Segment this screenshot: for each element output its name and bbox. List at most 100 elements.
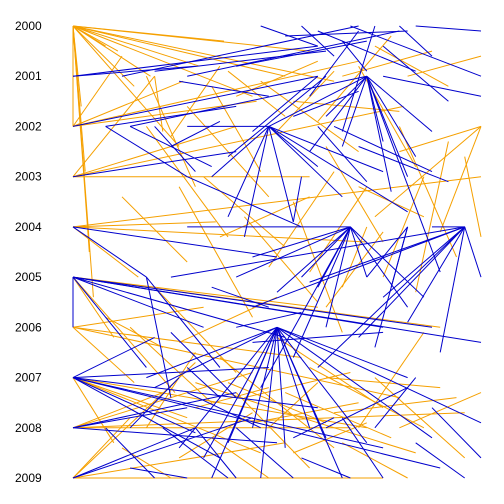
blue-segment [186, 176, 302, 228]
blue-segment [72, 226, 147, 278]
orange-segment [186, 106, 270, 198]
blue-series [72, 25, 482, 479]
blue-segment [130, 467, 188, 479]
blue-segment [366, 76, 392, 192]
blue-segment [227, 126, 270, 218]
orange-segment [244, 216, 319, 303]
orange-segment [211, 437, 270, 479]
orange-segment [72, 25, 335, 82]
blue-segment [72, 417, 253, 479]
blue-segment [72, 75, 318, 127]
blue-segment [72, 276, 286, 338]
blue-segment [301, 457, 351, 479]
blue-segment [292, 226, 351, 358]
blue-segment [382, 226, 466, 298]
y-tick-label: 2009 [15, 471, 42, 485]
orange-segment [219, 196, 310, 238]
orange-segment [72, 417, 131, 479]
orange-segment [72, 326, 135, 383]
blue-segment [235, 226, 351, 278]
orange-segment [415, 141, 449, 293]
orange-segment [268, 382, 319, 429]
orange-segment [334, 397, 457, 414]
blue-segment [309, 226, 465, 283]
blue-segment [72, 276, 147, 368]
blue-segment [72, 65, 196, 77]
orange-segment [72, 105, 404, 178]
orange-segment [342, 442, 408, 479]
blue-segment [382, 75, 482, 97]
orange-segment [374, 377, 466, 459]
orange-segment [72, 226, 139, 278]
orange-segment [358, 332, 425, 429]
orange-segment [374, 126, 482, 218]
blue-segment [276, 326, 408, 379]
orange-segment [72, 25, 286, 77]
blue-segment [268, 125, 408, 213]
blue-segment [285, 30, 408, 37]
blue-segment [72, 377, 384, 449]
orange-segment [178, 186, 253, 318]
blue-segment [203, 327, 278, 459]
orange-segment [72, 25, 310, 52]
blue-segment [154, 326, 278, 389]
orange-segment [72, 55, 123, 127]
blue-segment [317, 226, 466, 368]
blue-segment [276, 327, 286, 448]
blue-segment [72, 407, 188, 429]
orange-segment [72, 306, 204, 328]
blue-segment [170, 226, 465, 278]
blue-segment [268, 75, 368, 127]
blue-segment [72, 276, 433, 328]
blue-segment [374, 226, 409, 348]
orange-segment [293, 100, 400, 112]
blue-segment [325, 387, 408, 429]
blue-segment [211, 327, 278, 479]
blue-segment [72, 377, 318, 409]
orange-segment [309, 186, 368, 273]
blue-segment [72, 151, 237, 178]
blue-segment [211, 286, 269, 308]
blue-segment [162, 427, 229, 479]
blue-segment [301, 25, 335, 57]
orange-segment [341, 226, 368, 288]
orange-segment [325, 146, 384, 243]
orange-segment [301, 417, 416, 454]
blue-segment [145, 277, 172, 398]
orange-segment [399, 125, 482, 153]
blue-segment [464, 226, 482, 278]
orange-segment [145, 75, 196, 187]
blue-segment [366, 75, 417, 157]
blue-segment [260, 226, 351, 388]
blue-segment [186, 392, 261, 429]
orange-segment [72, 276, 115, 338]
orange-segment [195, 382, 302, 419]
blue-segment [179, 80, 269, 97]
y-tick-label: 2002 [15, 119, 42, 133]
blue-segment [105, 125, 188, 178]
orange-segment [121, 196, 188, 263]
orange-segment [464, 156, 482, 237]
blue-segment [341, 417, 384, 479]
blue-segment [309, 75, 368, 152]
orange-segment [439, 126, 482, 233]
orange-segment [244, 372, 351, 399]
y-tick-label: 2008 [15, 421, 42, 435]
blue-segment [358, 146, 449, 183]
orange-segment [260, 80, 359, 153]
blue-segment [415, 25, 482, 32]
blue-segment [268, 126, 319, 167]
orange-segment [374, 45, 449, 87]
blue-segment [349, 226, 368, 278]
blue-segment [366, 75, 433, 132]
blue-segment [252, 331, 384, 343]
blue-segment [415, 442, 465, 479]
blue-segment [374, 377, 417, 429]
blue-segment [276, 326, 482, 424]
blue-segment [252, 327, 278, 428]
orange-segment [407, 55, 482, 77]
y-axis-labels: 2000 2001 2002 2003 2004 2005 2006 2007 2008 2009 [15, 19, 42, 485]
orange-segment [203, 176, 286, 248]
orange-segment [285, 392, 392, 439]
